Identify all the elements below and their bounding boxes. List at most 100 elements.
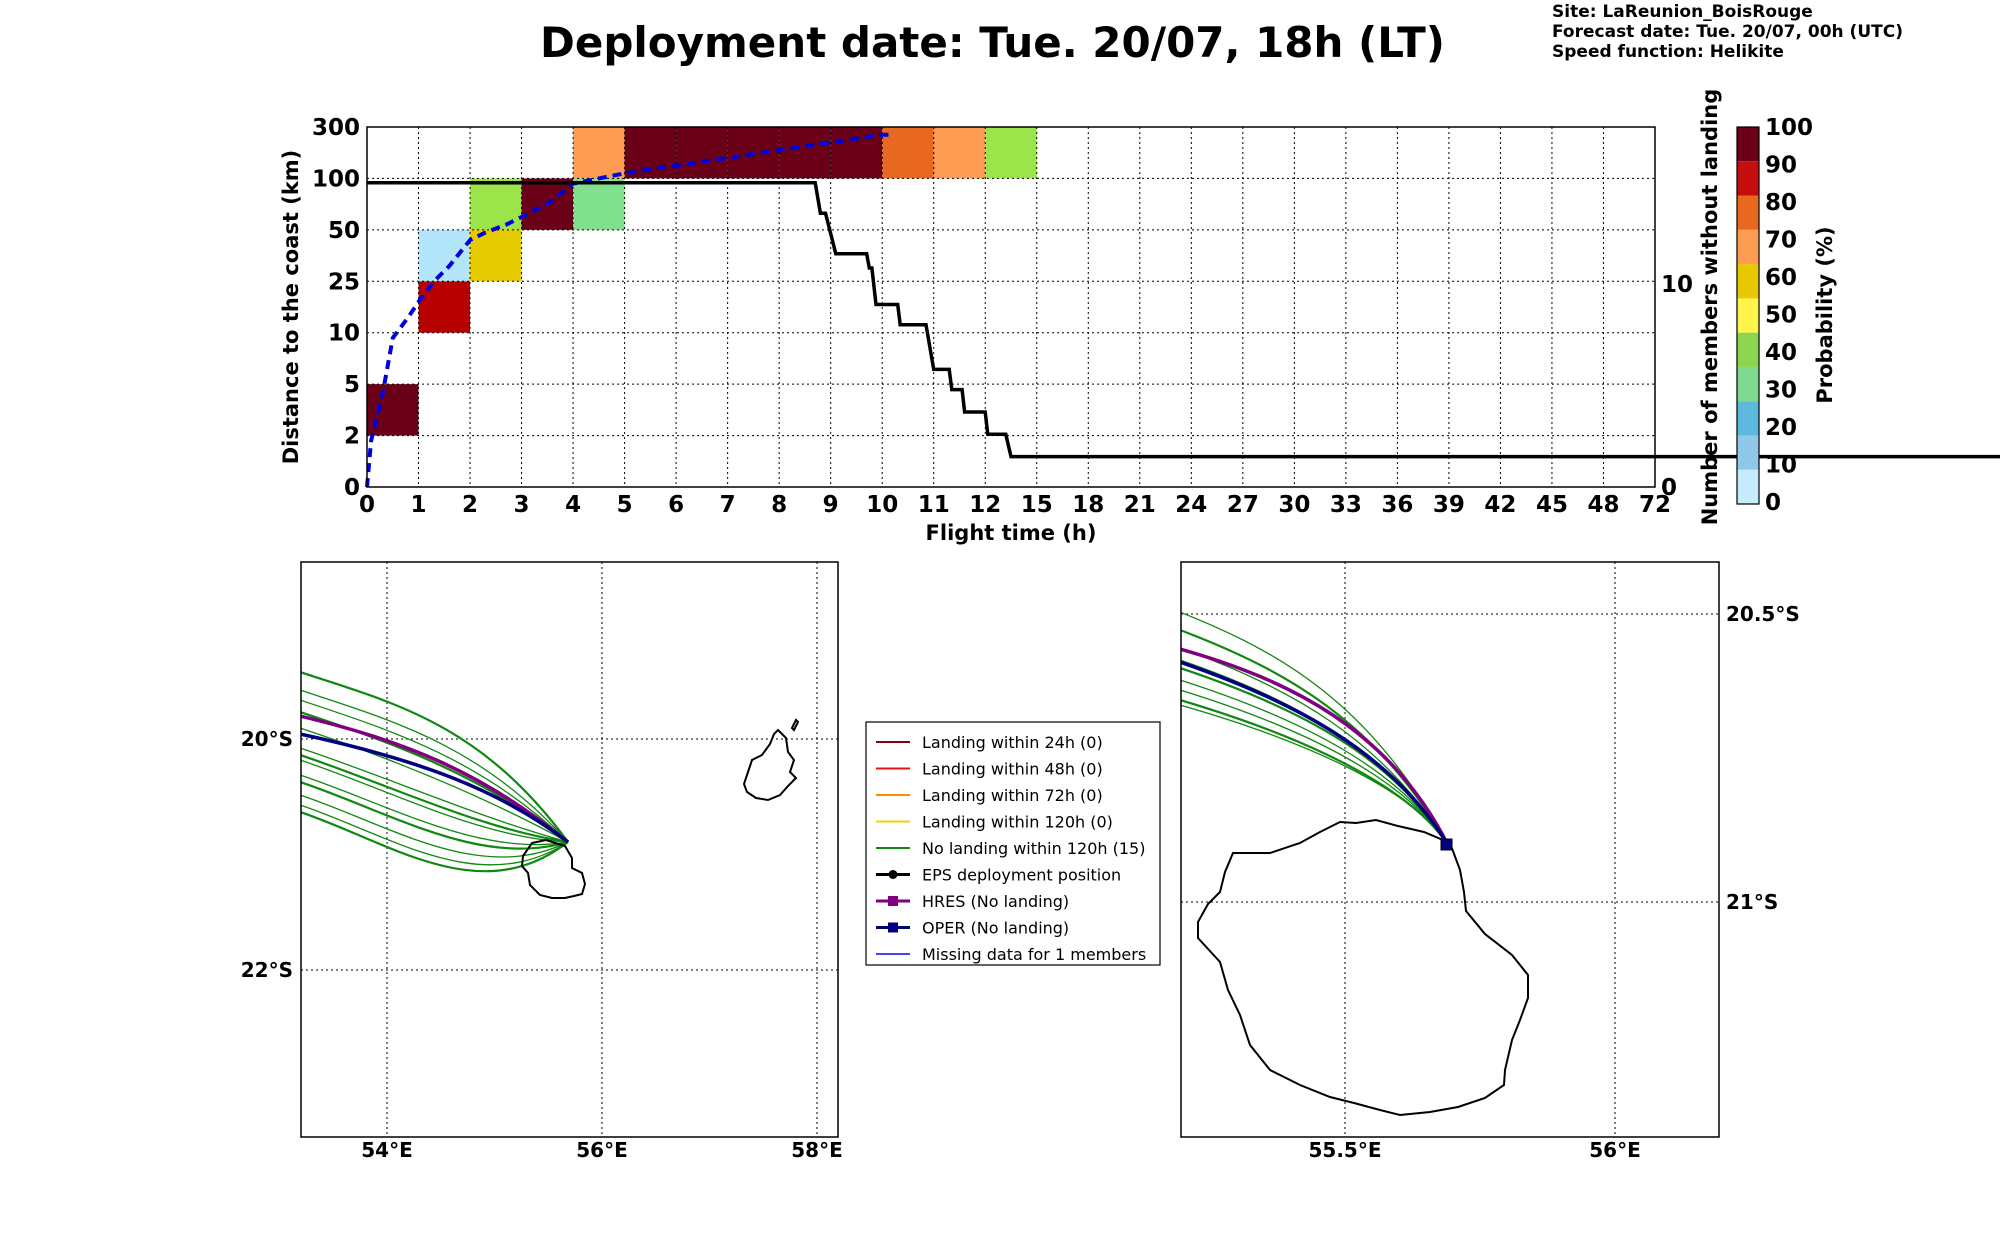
heatmap-x-tick-label: 4 [565,492,581,518]
left-map-x-tick: 54°E [361,1138,413,1162]
colorbar-blocks [1737,127,1759,504]
right-oper-trajectory [1181,660,1450,846]
ensemble-trajectory [301,699,569,843]
colorbar-tick-label: 70 [1765,228,1797,254]
legend-label: EPS deployment position [922,866,1121,885]
heatmap-right-ticks: 0 10 [1661,272,1693,501]
page-title: Deployment date: Tue. 20/07, 18h (LT) [540,18,1445,67]
legend-marker [888,870,898,879]
heatmap-series [365,132,2000,488]
heatmap-y-tick-label: 25 [328,269,360,295]
legend-box [865,721,1161,966]
colorbar-block [1737,264,1759,299]
ensemble-trajectory [301,774,569,846]
heatmap-right-label: Number of members without landing [1698,89,1722,526]
colorbar-tick-label: 100 [1765,115,1813,141]
heatmap-y-tick-label: 5 [344,372,360,398]
heatmap-cell [573,127,625,179]
heatmap-x-tick-label: 72 [1639,492,1671,518]
heatmap-x-tick-label: 27 [1227,492,1259,518]
heatmap-cell [985,127,1037,179]
colorbar-tick-label: 30 [1765,378,1797,404]
forecast-date-label: Forecast date: Tue. 20/07, 00h (UTC) [1552,22,1903,42]
legend-label: HRES (No landing) [922,892,1069,911]
trajectory-legend: Landing within 24h (0) Landing within 48h… [865,721,1161,966]
right-map-frame [1180,561,1720,1138]
heatmap-y-label: Distance to the coast (km) [279,150,303,465]
right-map-x-tick: 55.5°E [1308,1138,1381,1162]
right-map-grid [1181,562,1719,1137]
ensemble-trajectory [301,711,569,843]
heatmap-cell [676,127,728,179]
legend-label: OPER (No landing) [922,919,1069,938]
ensemble-trajectory [301,671,569,843]
colorbar-tick-label: 90 [1765,153,1797,179]
local-trajectory-map: 55.5°E 56°E 20.5°S 21°S [1180,561,1800,1162]
heatmap-cell [573,178,625,230]
heatmap-x-tick-label: 36 [1381,492,1413,518]
heatmap-y-tick-label: 50 [328,218,360,244]
right-map-y-tick: 20.5°S [1726,602,1800,626]
left-map-y-tick: 22°S [241,958,293,982]
colorbar-tick-label: 10 [1765,453,1797,479]
heatmap-y-tick-label: 10 [328,321,360,347]
heatmap-cell [367,384,419,436]
heatmap-cell [779,127,831,179]
legend-label: Landing within 48h (0) [922,760,1103,779]
heatmap-grid [367,127,1655,487]
heatmap-y-tick-label: 300 [312,115,360,141]
ensemble-trajectory [301,794,569,858]
heatmap-right-tick-label: 10 [1661,272,1693,298]
ensemble-trajectory [301,804,569,866]
left-map-x-tick: 58°E [791,1138,843,1162]
colorbar-tick-label: 80 [1765,190,1797,216]
heatmap-x-tick-label: 3 [514,492,530,518]
heatmap-x-tick-label: 10 [866,492,898,518]
heatmap-x-tick-label: 5 [617,492,633,518]
colorbar-tick-label: 50 [1765,303,1797,329]
colorbar-block [1737,229,1759,265]
legend-marker [888,896,898,906]
colorbar-tick-label: 20 [1765,415,1797,441]
ensemble-trajectory [301,747,569,843]
heatmap-x-tick-label: 39 [1433,492,1465,518]
ensemble-trajectory [1181,667,1449,846]
heatmap-x-tick-label: 33 [1330,492,1362,518]
speed-function-label: Speed function: Helikite [1552,42,1784,62]
right-map-x-tick: 56°E [1589,1138,1641,1162]
right-hres-trajectory [1181,647,1450,846]
heatmap-y-tick-label: 0 [344,475,360,501]
heatmap-cell [418,229,471,282]
legend-label: Landing within 72h (0) [922,786,1103,805]
heatmap-cell [830,127,883,179]
colorbar-label: Probability (%) [1813,226,1837,403]
heatmap-x-tick-label: 9 [823,492,839,518]
left-map-frame [300,561,839,1138]
left-map-x-tick: 56°E [576,1138,628,1162]
ensemble-trajectory [1181,659,1449,846]
members-without-landing-line [367,181,2000,459]
colorbar-block [1737,161,1759,196]
heatmap-x-tick-label: 42 [1484,492,1516,518]
heatmap-x-tick-label: 30 [1278,492,1310,518]
left-map-y-tick: 20°S [241,727,293,751]
colorbar-block [1737,127,1759,162]
legend-label: Landing within 24h (0) [922,733,1103,752]
mauritius-island-shape [742,718,800,802]
site-label: Site: LaReunion_BoisRouge [1552,2,1813,22]
heatmap-x-tick-label: 0 [359,492,375,518]
colorbar-block [1737,435,1759,470]
ensemble-trajectory [1181,704,1449,846]
colorbar-ticks: 0 10 20 30 40 50 60 70 80 90 100 [1765,115,1813,516]
heatmap-x-ticks: 0 1 2 3 4 5 6 7 8 9 10 11 12 15 18 21 24 27 30 33 36 39 42 45 48… [359,492,1671,518]
heatmap-x-tick-label: 1 [411,492,427,518]
heatmap-x-tick-label: 2 [462,492,478,518]
legend-label: Missing data for 1 members [922,945,1146,964]
heatmap-x-tick-label: 24 [1175,492,1207,518]
heatmap-cell [933,127,986,179]
colorbar-block [1737,366,1759,402]
ensemble-trajectory [301,781,569,850]
left-map-grid [301,562,838,1137]
